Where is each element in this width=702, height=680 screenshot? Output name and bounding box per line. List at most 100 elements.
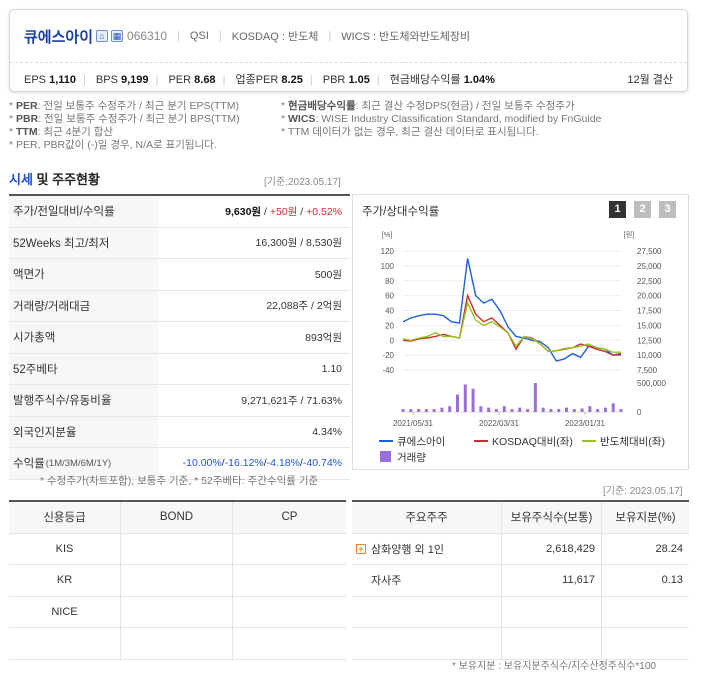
table-row: 액면가 500원 [9,259,350,291]
row-value: 22,088주 / 2억원 [266,300,342,313]
chart-title: 주가/상대수익률 [362,206,440,218]
left-tick-label: -20 [382,351,394,360]
volume-bar [440,407,444,412]
row-label: 주가/전일대비/수익률 [9,196,159,227]
market-info: KOSDAQ : 반도체 [231,31,319,43]
table-row: 외국인지분율 4.34% [9,416,350,448]
metric-dividend-yield: 현금배당수익률 1.04% [389,74,495,86]
agency-cell [9,628,121,659]
holder-name-cell[interactable]: + 삼화양행 외 1인 [352,533,502,564]
legend-swatch [380,451,391,462]
left-tick-label: 100 [381,262,395,271]
row-label: 거래량/거래대금 [9,290,159,321]
volume-bar [432,409,436,412]
left-axis-unit: [%] [382,230,393,239]
right-tick-label: 10,000 [637,351,662,360]
chart-page-2-button[interactable]: 2 [634,201,651,218]
column-header: 주요주주 [352,502,502,533]
left-tick-label: 0 [390,336,395,345]
volume-bar [611,403,615,412]
legend-label: KOSDAQ대비(좌) [492,436,573,448]
volume-bar [494,409,498,412]
row-value: 893억원 [305,331,342,344]
agency-cell: KIS [9,533,121,564]
chart-page-3-button[interactable]: 3 [659,201,676,218]
volume-bar [510,409,514,412]
pct-cell [602,628,689,659]
volume-bar [409,409,413,412]
table-row: 52주베타 1.10 [9,353,350,385]
left-tick-label: 20 [385,321,394,330]
chart-page-1-button[interactable]: 1 [609,201,626,218]
holders-footnote: * 보유지분 : 보유지분주식수/지수산정주식수*100 [452,661,656,672]
shares-cell: 2,618,429 [502,533,602,564]
column-header: BOND [121,502,233,533]
shares-cell [502,596,602,627]
volume-bar [596,409,600,412]
row-label: 52주베타 [9,353,159,384]
right-tick-label: 27,500 [637,247,662,256]
agency-cell: KR [9,565,121,596]
home-icon[interactable]: ⌂ [96,30,109,42]
legend-label: 큐에스아이 [397,436,445,448]
volume-tick-label: 500,000 [637,379,666,388]
price-value: 9,630원 / +50원 / +0.52% [225,205,342,218]
table-row [9,628,346,660]
table-row: 시가총액 893억원 [9,322,350,354]
volume-bar [401,409,405,412]
volume-bar [417,409,421,412]
table-row: KIS [9,533,346,565]
cp-cell [233,565,346,596]
right-tick-label: 17,500 [637,307,662,316]
volume-bar [479,406,483,412]
table-row: + 삼화양행 외 1인 2,618,429 28.24 [352,533,689,565]
row-value: 16,300원 / 8,530원 [255,237,342,250]
right-tick-label: 20,000 [637,292,662,301]
table-row: 수익률 (1M/3M/6M/1Y) -10.00%/-16.12%/-4.18%/… [9,448,350,480]
volume-bar [456,394,459,412]
company-name[interactable]: 큐에스아이 [24,28,94,46]
volume-bar [619,409,623,412]
volume-bar [424,409,428,412]
bond-cell [121,533,233,564]
volume-bar [471,388,475,412]
expand-plus-icon[interactable]: + [356,543,366,554]
pct-cell [602,597,689,628]
volume-bar [603,407,607,412]
volume-bar [518,407,522,412]
shares-cell: 11,617 [502,565,602,596]
notes-left: * PER: 전일 보통주 수정주가 / 최근 분기 EPS(TTM) * PB… [9,100,240,151]
row-value: 1.10 [321,362,342,375]
table-row: 52Weeks 최고/최저 16,300원 / 8,530원 [9,227,350,259]
table-row: NICE [9,596,346,628]
row-value: 4.34% [312,425,342,438]
volume-bar [487,407,491,412]
volume-bar [541,407,545,412]
volume-bar [557,409,561,412]
right-tick-label: 12,500 [637,336,662,345]
series-line [402,258,622,362]
left-tick-label: 120 [381,247,395,256]
chart-svg: [%] [원] 120 100 80 60 40 20 0 -20 -40 27,500 25,000 2… [379,230,666,464]
bond-cell [121,628,233,659]
building-icon[interactable]: ▦ [111,30,124,42]
column-header: 신용등급 [9,502,121,533]
table-header-row: 주요주주 보유주식수(보통) 보유지분(%) [352,502,689,534]
volume-bar [588,406,592,412]
ticker: QSI [189,30,209,42]
stock-code: 066310 [127,29,168,43]
holder-name[interactable]: 삼화양행 외 1인 [371,543,444,556]
volume-bar [533,383,537,412]
x-tick-label: 2022/03/31 [479,419,520,428]
table-row: KR [9,565,346,597]
section-title: 시세 및 주주현황 [9,172,100,187]
right-tick-label: 22,500 [637,277,662,286]
volume-bar [526,409,530,412]
quote-footnote: * 수정주가(차트포함), 보통주 기준, * 52주베타: 주간수익률 기준 [40,475,319,487]
volume-bar [463,384,467,412]
table-row: 주가/전일대비/수익률 9,630원 / +50원 / +0.52% [9,196,350,228]
notes-right: * 현금배당수익률: 최근 결산 수정DPS(현금) / 전일 보통주 수정주가… [281,100,602,138]
quote-table: 주가/전일대비/수익률 9,630원 / +50원 / +0.52% 52Wee… [9,194,350,480]
x-tick-label: 2021/05/31 [393,419,434,428]
row-value: 9,271,621주 / 71.63% [241,394,342,407]
